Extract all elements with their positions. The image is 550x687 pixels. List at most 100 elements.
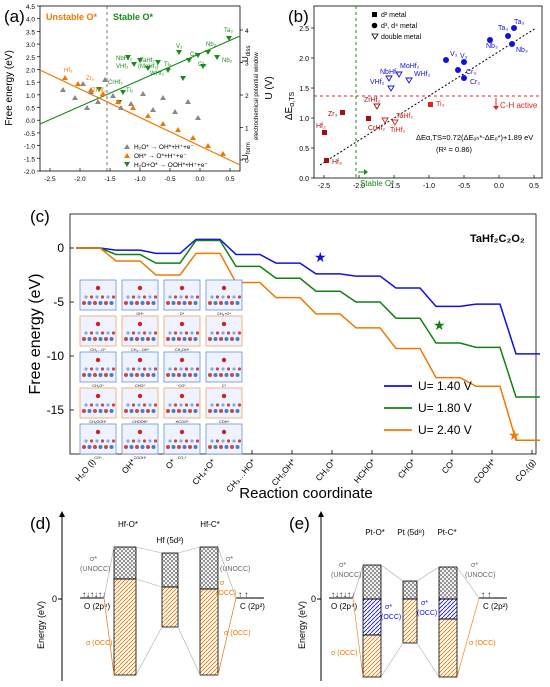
inset-label: CH₃…OH* [131,348,150,352]
panel-d-label: (d) [30,514,51,533]
tick-label: 1 [245,126,249,133]
panel-b-red-labels: ZrHf₂ Zr₃ CrHf₂ TaHf₂ TiHf₂ Ti₃ Hf₂ Hf₃ [316,97,445,166]
svg-text:CrHf₂: CrHf₂ [368,125,385,132]
inset-label: OH* [136,312,144,316]
svg-text:Hf₃: Hf₃ [64,68,73,74]
svg-text:O (2p⁴): O (2p⁴) [331,602,357,611]
inset-label: CO* [178,384,186,388]
panel-c: (c) 0-5-10-15 H₂O (l) OH* O* CH₄+O* CH₃…HO* C… [27,207,540,502]
svg-text:↑↓↑↓↑↓: ↑↓↑↓↑↓ [331,590,355,599]
panel-e-ptc-antibond-occ-bar [438,598,458,620]
svg-text:Ti₃: Ti₃ [126,88,134,94]
panel-d-hfo-occ-bar [113,578,137,676]
panel-c-star-blue: ★ [314,249,327,265]
tick-label: 1.5 [26,80,35,87]
svg-text:Hf-C*: Hf-C* [200,520,220,529]
panel-c-inset-structures: OH* O* CH₄+O* CH₃…O* CH₃…OH* CH₃OH* CH₂O* CHO* C… [79,279,243,460]
tick-label: 2.5 [26,55,35,62]
svg-text:TaHf₂: TaHf₂ [396,113,413,120]
panel-a-green-points [96,36,232,105]
svg-text:σ*: σ* [471,562,478,569]
svg-text:VHf₂: VHf₂ [116,64,129,70]
panel-c-star-green: ★ [433,317,446,333]
svg-text:V₃: V₃ [450,51,458,58]
panel-a-stable-label: Stable O* [113,12,154,22]
panel-b-equation: ΔEα,TS=0.72(ΔEₒₕ*-ΔEₒ*)+1.89 eV [416,133,533,142]
svg-text:σ: σ [220,580,225,587]
svg-text:(UNOCC): (UNOCC) [465,572,495,579]
inset-label: HCOO* [176,420,189,424]
svg-text:Zr₃: Zr₃ [86,76,95,82]
tick-label: 0 [57,241,64,255]
svg-text:C (2p²): C (2p²) [240,602,265,611]
tick-label: 0.5 [26,106,35,113]
panel-a-orange-points [62,75,226,156]
inset-structure [121,315,159,347]
step-label: CHO* [396,456,418,480]
tick-label: 1.0 [299,116,309,123]
svg-text:V₃: V₃ [176,44,183,50]
step-label: H₂O (l) [73,457,97,483]
panel-b-blue-labels: Ta₃ Ta₃ Nb₃ Nb₃ V₃ V₃ Cr₃ Cr₂ MoHf₂ NbHf… [370,19,528,86]
panel-a-window-label: electrochemical potential window [254,52,260,140]
inset-structure [205,387,243,419]
svg-text:σ*: σ* [339,562,346,569]
svg-text:V₃: V₃ [460,53,468,60]
inset-structure [205,279,243,311]
step-label: CH₃OH* [269,456,298,487]
tick-label: 0 [245,158,249,165]
step-label: O* [163,456,177,471]
svg-text:(UNOCC): (UNOCC) [220,566,250,573]
tick-label: -1.5 [104,176,116,183]
panel-a-gray-points [60,77,201,120]
panel-e-o-levels: ↑↓↑↓↑↓ O (2p⁴) [329,590,357,611]
panel-b-blue-points [385,25,517,92]
tick-label: -2.0 [353,183,365,190]
svg-text:Ta₃: Ta₃ [498,25,508,32]
inset-label: CH₂O* [92,384,104,388]
inset-structure [163,279,201,311]
panel-b: (b) 0.00.51.01.52.02.5 -2.5 -2.0 -1.5 -1.0-… [284,5,543,190]
panel-b-stable-label: Stable O* [360,179,394,188]
tick-label: -0.5 [164,176,176,183]
panel-a-y2-label: U (V) [264,76,275,99]
svg-text:d² metal: d² metal [381,12,407,19]
tick-label: 1.5 [299,86,309,93]
panel-e: (e) Energy (eV) 0 Pt-O* Pt (5d⁸) Pt-C* ↑… [289,511,508,681]
svg-text:Ta₃: Ta₃ [224,28,233,34]
panel-d-hfc-unocc-bar [199,546,219,590]
panel-c-plot-area [69,213,537,455]
tick-label: 4 [245,28,249,35]
inset-structure [163,387,201,419]
inset-structure [163,315,201,347]
svg-text:ZrHf₂: ZrHf₂ [364,97,381,104]
inset-structure [79,423,117,455]
panel-c-star-orange: ★ [508,427,521,443]
inset-structure [121,351,159,383]
panel-d-headers: Hf-O* Hf (5d²) Hf-C* [118,520,220,545]
panel-e-pto-unocc-bar [362,564,382,600]
svg-text:MoHf₂: MoHf₂ [400,63,420,70]
panel-a-y-ticks: -2.0 -1.5 -1.0 -0.5 0.0 0.5 1.0 1.5 2.0 2.5 3.0 3.5… [24,4,40,176]
panel-a-green-fit-line [39,35,241,125]
svg-text:NbHf₂: NbHf₂ [380,69,399,76]
tick-label: -1.0 [134,176,146,183]
panel-d-o-levels: ↑↓↑↓↑↓ O (2p⁴) [80,590,110,611]
svg-text:σ*: σ* [385,604,392,611]
svg-text:U= 2.40 V: U= 2.40 V [418,423,472,437]
panel-e-ptc-occ-bar [438,618,458,678]
svg-text:Cr₂: Cr₂ [198,62,207,68]
svg-text:σ*: σ* [226,556,233,563]
svg-text:Nb₃: Nb₃ [516,47,528,54]
tick-label: 2.5 [299,26,309,33]
svg-text:↑ ↑ _ _: ↑ ↑ _ _ [238,590,262,599]
panel-d-zero: 0 [52,594,57,604]
svg-text:Nb₃: Nb₃ [486,43,498,50]
svg-text:↑ ↑ _ _: ↑ ↑ _ _ [481,590,505,599]
panel-e-pto-antibond-occ-bar [362,598,382,636]
inset-structure [121,387,159,419]
inset-label: CO* [94,456,102,460]
svg-text:ZrHf₂: ZrHf₂ [92,88,107,94]
svg-text:U= 1.80 V: U= 1.80 V [418,401,472,415]
panel-c-y-label: Free energy (eV) [27,274,44,395]
